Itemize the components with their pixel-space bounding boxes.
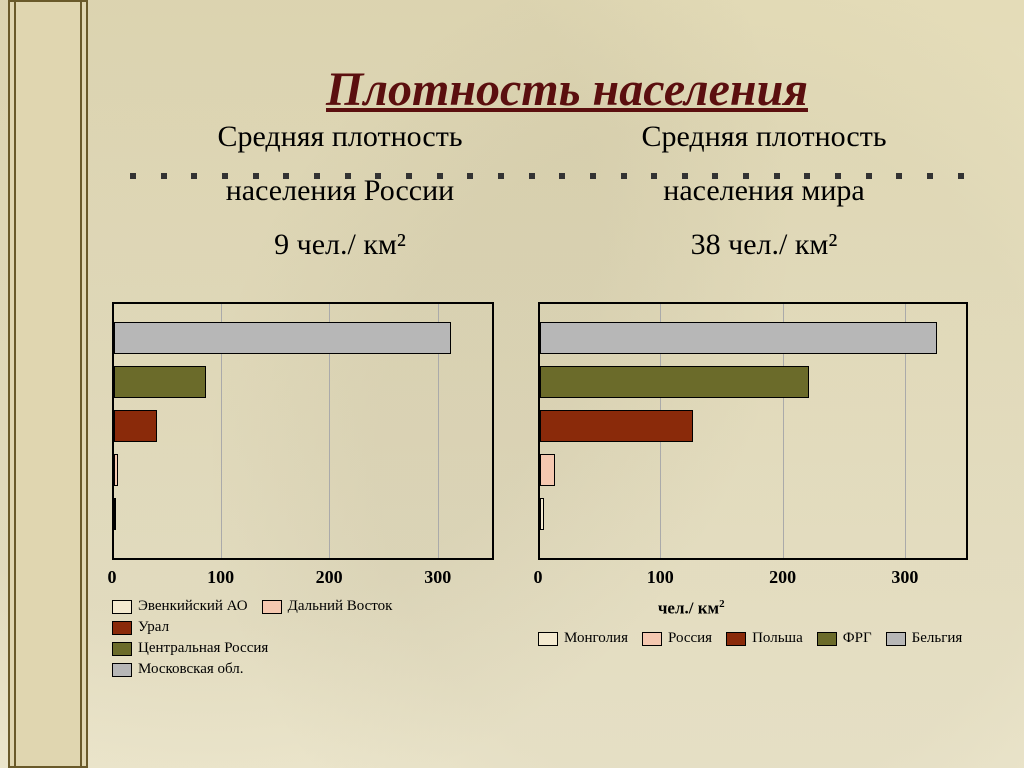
legend-item: Урал xyxy=(112,619,169,636)
legend-swatch xyxy=(642,632,662,646)
legend-swatch xyxy=(112,621,132,635)
x-tick-label: 300 xyxy=(424,567,451,588)
legend-swatch xyxy=(538,632,558,646)
bar xyxy=(114,366,206,398)
subtitle-right: Средняя плотность населения мира 38 чел.… xyxy=(544,110,984,272)
legend-label: Польша xyxy=(752,630,803,647)
bar xyxy=(114,322,451,354)
legend-swatch xyxy=(262,600,282,614)
legend-label: ФРГ xyxy=(843,630,872,647)
chart-russia: 0100200300 xyxy=(112,302,494,560)
page-title: Плотность населения xyxy=(110,62,1024,117)
subtitle-right-line1: Средняя плотность xyxy=(544,110,984,164)
legend-swatch xyxy=(112,642,132,656)
subtitle-left-line3: 9 чел./ км² xyxy=(120,218,560,272)
legend-label: Урал xyxy=(138,619,169,636)
subtitle-left-line1: Средняя плотность xyxy=(120,110,560,164)
legend-label: Россия xyxy=(668,630,712,647)
x-tick-label: 0 xyxy=(534,567,543,588)
legend-item: Центральная Россия xyxy=(112,640,268,657)
bar xyxy=(540,410,693,442)
legend-item: Монголия xyxy=(538,630,628,647)
leaf-icon xyxy=(30,461,66,497)
legend-item: Московская обл. xyxy=(112,661,244,678)
bar xyxy=(540,366,809,398)
leaf-icon xyxy=(30,38,66,74)
legend-label: Бельгия xyxy=(912,630,963,647)
bar xyxy=(540,498,544,530)
x-tick-label: 0 xyxy=(108,567,117,588)
sidebar-decoration xyxy=(0,0,96,768)
x-axis-label-text: чел./ км xyxy=(658,599,719,618)
x-axis-label-sup: 2 xyxy=(719,598,725,610)
leaf-icon xyxy=(30,246,66,282)
legend-item: Польша xyxy=(726,630,803,647)
legend-label: Дальний Восток xyxy=(288,598,393,615)
x-tick-label: 200 xyxy=(316,567,343,588)
leaf-icon xyxy=(30,138,66,174)
leaf-icon xyxy=(30,353,66,389)
subtitle-left: Средняя плотность населения России 9 чел… xyxy=(120,110,560,272)
legend-swatch xyxy=(817,632,837,646)
bar xyxy=(114,410,157,442)
leaf-icon xyxy=(30,568,66,604)
legend-swatch xyxy=(112,663,132,677)
x-tick-label: 100 xyxy=(647,567,674,588)
chart-world: 0100200300 xyxy=(538,302,968,560)
legend-russia: Эвенкийский АО Дальний Восток Урал Централь… xyxy=(112,598,512,682)
legend-item: ФРГ xyxy=(817,630,872,647)
x-axis-label: чел./ км2 xyxy=(658,598,725,619)
legend-label: Эвенкийский АО xyxy=(138,598,248,615)
legend-world: Монголия Россия Польша ФРГ Бельгия xyxy=(538,630,1006,651)
x-tick-label: 300 xyxy=(891,567,918,588)
x-tick-label: 200 xyxy=(769,567,796,588)
bar xyxy=(540,322,937,354)
legend-item: Бельгия xyxy=(886,630,963,647)
legend-swatch xyxy=(886,632,906,646)
legend-label: Монголия xyxy=(564,630,628,647)
leaf-icon xyxy=(30,676,66,712)
subtitle-right-line3: 38 чел./ км² xyxy=(544,218,984,272)
legend-label: Московская обл. xyxy=(138,661,244,678)
legend-item: Эвенкийский АО xyxy=(112,598,248,615)
bar xyxy=(114,498,116,530)
legend-label: Центральная Россия xyxy=(138,640,268,657)
legend-swatch xyxy=(726,632,746,646)
legend-item: Россия xyxy=(642,630,712,647)
bar xyxy=(540,454,555,486)
x-tick-label: 100 xyxy=(207,567,234,588)
legend-item: Дальний Восток xyxy=(262,598,393,615)
legend-swatch xyxy=(112,600,132,614)
bar xyxy=(114,454,118,486)
